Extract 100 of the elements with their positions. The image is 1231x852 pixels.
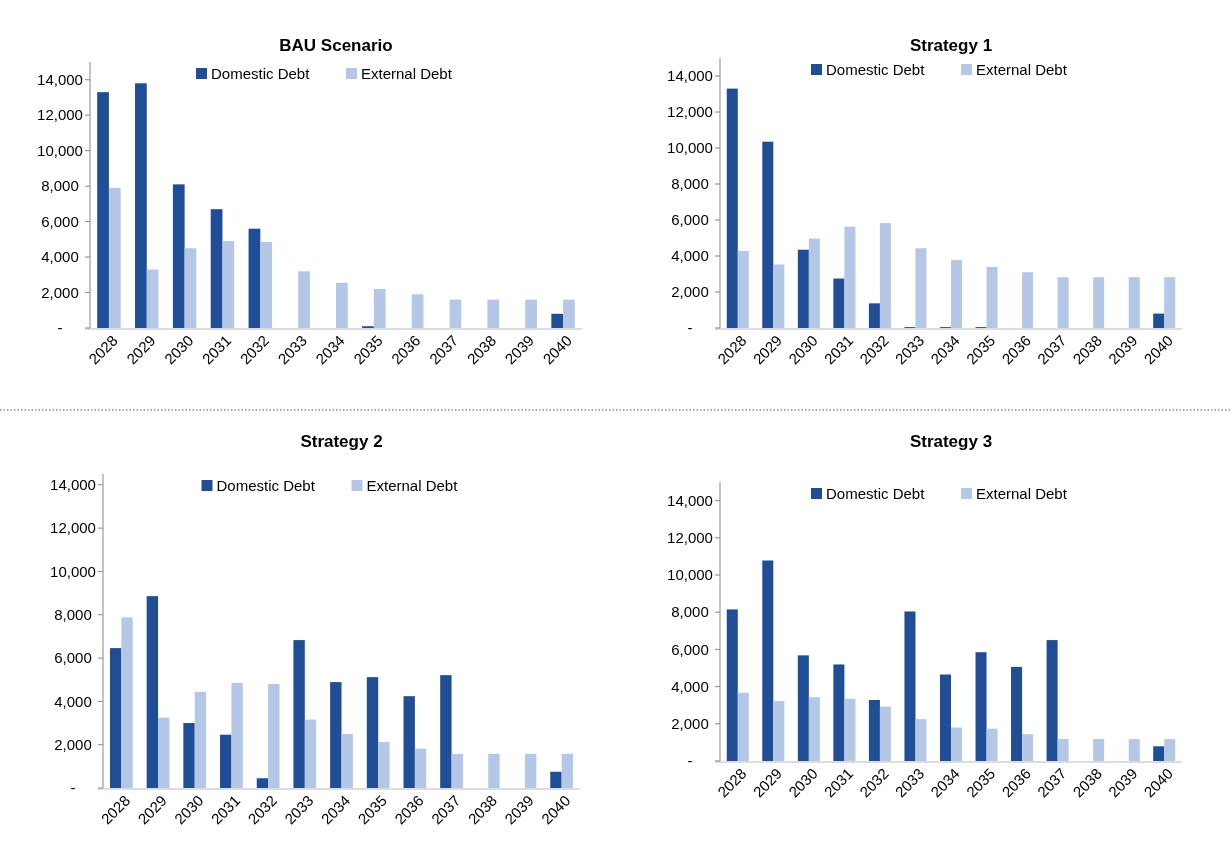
y-tick-label: 6,000: [54, 649, 92, 667]
bar: [366, 677, 379, 788]
bar: [411, 294, 424, 328]
y-tick-label: -: [687, 319, 693, 337]
bar: [268, 684, 280, 788]
y-tick-label: 8,000: [41, 177, 79, 195]
y-tick-label: 6,000: [671, 211, 709, 229]
y-tick-label: 12,000: [667, 103, 713, 121]
bar: [879, 223, 891, 328]
bar: [487, 299, 500, 328]
y-tick-label: 8,000: [671, 175, 709, 193]
chart-title: BAU Scenario: [279, 36, 393, 55]
chart-title: Strategy 3: [909, 432, 993, 451]
bar: [210, 209, 223, 328]
legend-label: External Debt: [366, 477, 459, 495]
legend-label: Domestic Debt: [216, 477, 316, 495]
bar: [1022, 734, 1034, 761]
bar: [451, 753, 463, 788]
bar: [737, 250, 749, 328]
bar: [1164, 277, 1176, 328]
y-tick-label: 4,000: [671, 677, 709, 695]
bar: [975, 652, 987, 761]
bar: [260, 241, 273, 328]
bar: [737, 692, 749, 761]
y-tick-label: 6,000: [671, 640, 709, 658]
y-tick-label: 14,000: [667, 67, 713, 85]
y-tick-label: 8,000: [671, 603, 709, 621]
y-tick-label: 14,000: [50, 476, 96, 494]
bar: [951, 260, 963, 328]
y-tick-label: 6,000: [41, 212, 79, 230]
bar: [1128, 277, 1140, 328]
y-tick-label: 4,000: [41, 248, 79, 266]
bar: [951, 727, 963, 761]
y-tick-label: 10,000: [50, 562, 96, 580]
bar: [773, 264, 785, 328]
bar: [561, 753, 574, 788]
bar: [1153, 313, 1165, 328]
bar: [97, 92, 109, 328]
bar: [551, 313, 564, 328]
bar: [414, 748, 427, 788]
y-tick-label: 10,000: [37, 141, 83, 159]
bar: [1093, 277, 1105, 328]
bar: [403, 696, 415, 788]
bar: [550, 771, 562, 788]
legend-label: External Debt: [976, 485, 1068, 503]
bar: [868, 303, 880, 328]
bar: [121, 617, 133, 788]
y-tick-label: 14,000: [37, 70, 83, 88]
y-tick-label: 2,000: [41, 283, 79, 301]
y-tick-label: 12,000: [667, 529, 713, 547]
bar: [726, 88, 738, 328]
bar: [488, 753, 500, 788]
bar: [1046, 640, 1058, 761]
bar: [868, 699, 880, 761]
y-tick-label: -: [687, 752, 693, 770]
bar: [256, 778, 269, 788]
bar: [1153, 746, 1165, 761]
bar: [762, 560, 774, 761]
y-tick-label: 12,000: [37, 106, 83, 124]
bar: [158, 717, 170, 788]
bar: [183, 723, 195, 788]
y-tick-label: 10,000: [667, 566, 713, 584]
chart-title: Strategy 1: [909, 36, 993, 55]
legend-label: External Debt: [361, 65, 453, 83]
bar: [904, 611, 916, 761]
y-tick-label: 14,000: [667, 491, 713, 509]
bar: [726, 609, 738, 761]
bar: [304, 719, 317, 788]
bar: [915, 248, 927, 328]
bar: [808, 697, 820, 761]
bar: [808, 238, 820, 328]
bar: [330, 682, 342, 788]
bar: [773, 701, 785, 761]
bar: [879, 706, 891, 761]
legend-label: Domestic Debt: [211, 65, 311, 83]
bar: [1057, 739, 1069, 761]
bar: [1057, 277, 1069, 328]
y-tick-label: -: [70, 779, 76, 797]
bar: [563, 299, 575, 328]
bar: [146, 269, 159, 328]
bar: [844, 698, 856, 761]
legend-label: External Debt: [976, 61, 1068, 79]
bar: [1011, 666, 1023, 761]
bar: [762, 141, 774, 328]
bar: [440, 675, 452, 788]
bar: [525, 299, 537, 328]
bar: [298, 271, 310, 328]
bar: [184, 248, 197, 328]
y-tick-label: 4,000: [671, 247, 709, 265]
bar: [524, 753, 537, 788]
bar: [844, 226, 856, 328]
y-tick-label: 2,000: [671, 283, 709, 301]
bar: [797, 249, 809, 328]
bar: [449, 299, 462, 328]
y-tick-label: -: [57, 319, 63, 337]
bar: [1128, 739, 1140, 761]
bar: [373, 288, 386, 328]
bar: [146, 596, 159, 788]
legend-label: Domestic Debt: [826, 485, 926, 503]
bar: [939, 674, 951, 761]
